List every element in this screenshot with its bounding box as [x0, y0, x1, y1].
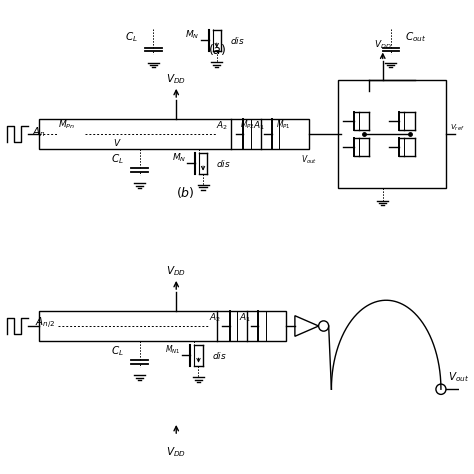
Text: $V_{DD}$: $V_{DD}$	[374, 39, 392, 51]
Text: $C_L$: $C_L$	[125, 30, 138, 44]
Bar	[39, 311, 286, 341]
Text: $dis$: $dis$	[230, 35, 245, 46]
Text: $V_{DD}$: $V_{DD}$	[166, 446, 186, 459]
Text: $C_L$: $C_L$	[111, 153, 124, 166]
Text: $dis$: $dis$	[211, 350, 227, 361]
Text: $dis$: $dis$	[216, 158, 231, 169]
Text: $V_{out}$: $V_{out}$	[448, 371, 469, 384]
Text: $M_{Pn}$: $M_{Pn}$	[58, 118, 75, 131]
Text: $M_N$: $M_N$	[172, 152, 186, 164]
Text: $V_{DD}$: $V_{DD}$	[166, 264, 186, 278]
Text: $(b)$: $(b)$	[176, 185, 195, 200]
Text: $A_2$: $A_2$	[216, 119, 228, 132]
Text: $(a)$: $(a)$	[208, 42, 227, 57]
Text: $A_1$: $A_1$	[253, 119, 265, 132]
Text: $A_1$: $A_1$	[238, 311, 251, 324]
Text: $A_n$: $A_n$	[32, 125, 46, 138]
Text: $M_{N1}$: $M_{N1}$	[165, 344, 180, 356]
Text: $A_{n/2}$: $A_{n/2}$	[35, 316, 55, 331]
Text: $V$: $V$	[112, 137, 121, 148]
Bar	[338, 80, 446, 188]
Text: $M_{P1}$: $M_{P1}$	[276, 118, 291, 131]
Text: $M_{P2}$: $M_{P2}$	[240, 118, 255, 131]
Text: $C_L$: $C_L$	[111, 345, 124, 358]
Text: $V_{out}$: $V_{out}$	[301, 154, 317, 166]
Text: $A_2$: $A_2$	[209, 311, 221, 324]
Text: $V_{ref}$: $V_{ref}$	[450, 123, 465, 133]
Text: $M_N$: $M_N$	[185, 29, 200, 41]
Text: $V_{DD}$: $V_{DD}$	[166, 72, 186, 86]
Bar	[39, 118, 309, 149]
Text: $C_{out}$: $C_{out}$	[405, 30, 427, 44]
